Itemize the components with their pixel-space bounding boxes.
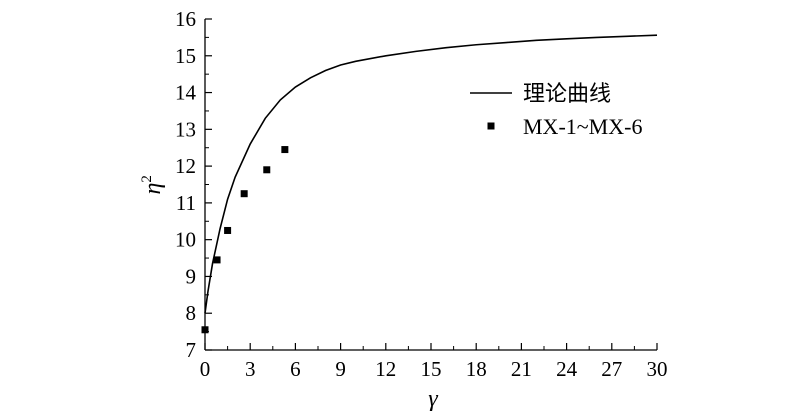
x-tick-label: 15 — [421, 357, 442, 381]
legend-square-swatch — [487, 122, 495, 130]
legend-label-samples: MX-1~MX-6 — [523, 114, 642, 139]
data-point-square — [240, 190, 248, 198]
y-tick-label: 8 — [186, 301, 197, 325]
y-tick-label: 12 — [175, 154, 196, 178]
ticks: 0 3 6 9 12 15 18 21 24 27 30 7 8 9 10 11 12 13 14 15 16 — [175, 7, 668, 381]
y-tick-label: 16 — [175, 7, 196, 31]
data-point-square — [263, 166, 271, 174]
data-point-square — [224, 226, 232, 234]
x-tick-label: 27 — [601, 357, 622, 381]
x-tick-label: 30 — [647, 357, 668, 381]
y-tick-label: 9 — [186, 264, 197, 288]
x-tick-label: 9 — [335, 357, 346, 381]
y-tick-label: 13 — [175, 117, 196, 141]
x-tick-label: 21 — [511, 357, 532, 381]
data-point-square — [281, 146, 289, 154]
data-point-square — [201, 326, 209, 334]
y-tick-label: 7 — [186, 338, 197, 362]
x-tick-label: 6 — [290, 357, 301, 381]
y-tick-label: 15 — [175, 44, 196, 68]
y-tick-label: 11 — [176, 191, 196, 215]
y-tick-label: 10 — [175, 228, 196, 252]
x-tick-label: 3 — [245, 357, 256, 381]
y-axis-label: η2 — [139, 175, 166, 194]
x-axis-label: γ — [428, 386, 438, 412]
x-tick-label: 0 — [200, 357, 211, 381]
series — [201, 34, 658, 334]
x-tick-label: 24 — [556, 357, 578, 381]
theory-curve-line — [204, 34, 658, 314]
y-axis-label-superscript: 2 — [139, 175, 155, 183]
axes — [204, 19, 657, 351]
legend: 理论曲线 MX-1~MX-6 — [470, 81, 642, 139]
legend-label-theory: 理论曲线 — [523, 81, 611, 106]
x-tick-label: 12 — [375, 357, 396, 381]
y-tick-label: 14 — [175, 81, 197, 105]
x-tick-label: 18 — [466, 357, 487, 381]
data-point-square — [213, 256, 221, 264]
